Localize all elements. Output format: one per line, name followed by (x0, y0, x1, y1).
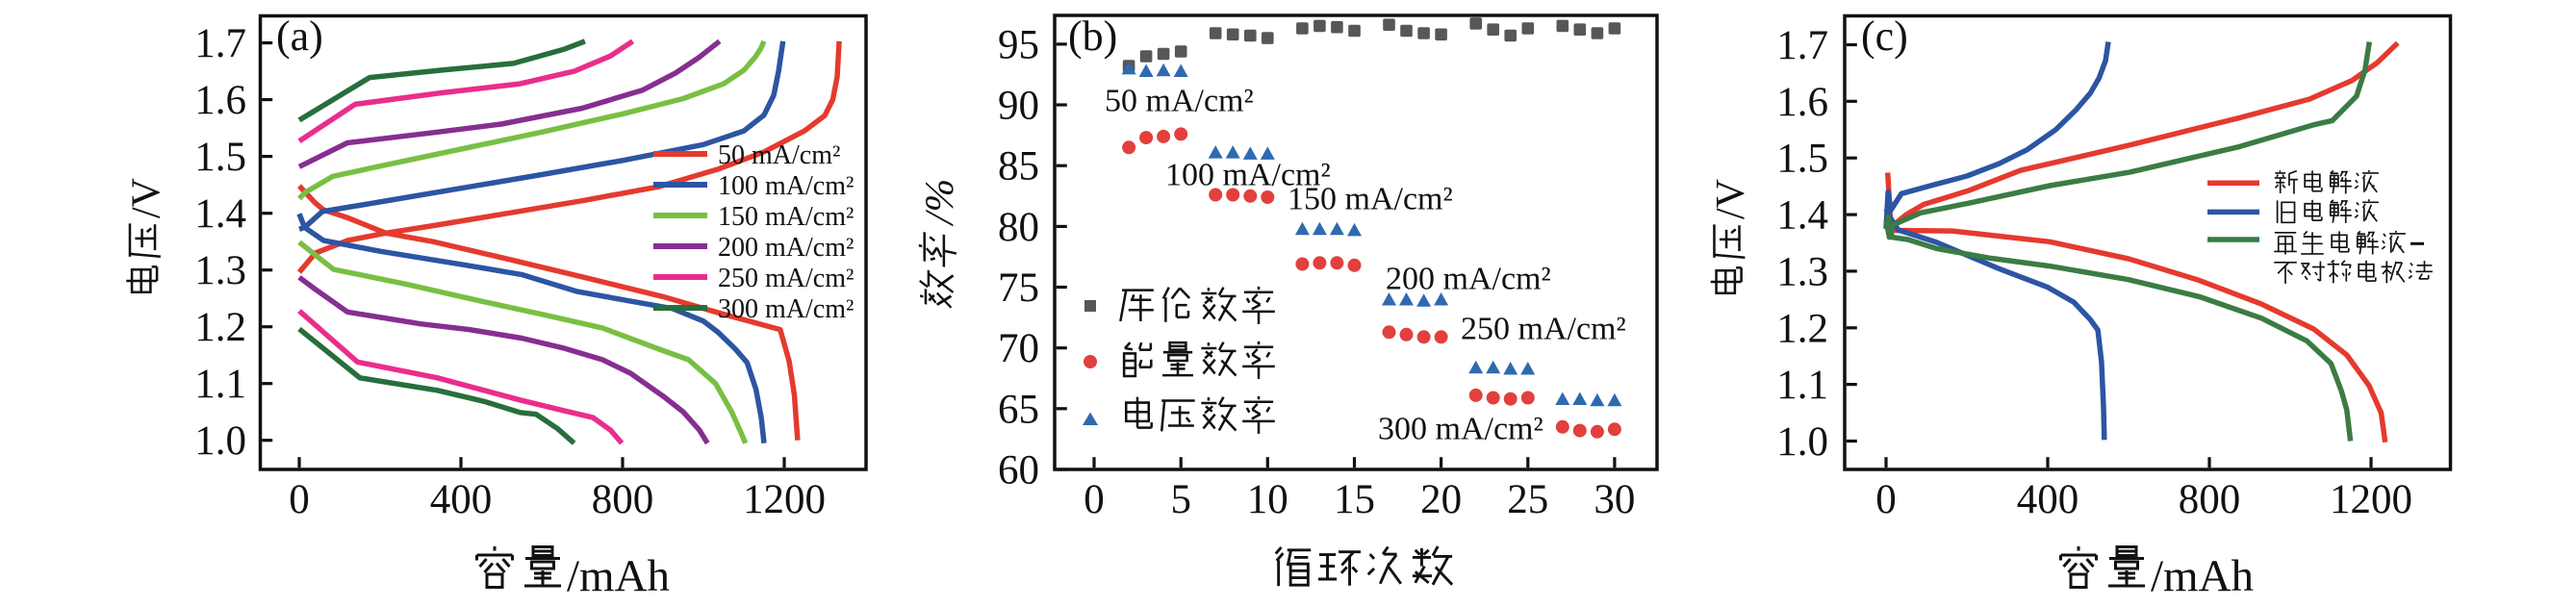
svg-text:0: 0 (289, 477, 310, 522)
svg-text:200 mA/cm²: 200 mA/cm² (718, 233, 854, 263)
svg-text:95: 95 (998, 22, 1039, 67)
svg-text:1.7: 1.7 (194, 21, 246, 66)
svg-text:60: 60 (998, 448, 1039, 493)
svg-text:300 mA/cm²: 300 mA/cm² (718, 294, 854, 324)
svg-text:/V: /V (125, 178, 169, 218)
svg-text:50 mA/cm²: 50 mA/cm² (1105, 84, 1254, 119)
svg-text:400: 400 (2017, 477, 2079, 522)
svg-text:1.5: 1.5 (1776, 137, 1828, 182)
svg-text:250 mA/cm²: 250 mA/cm² (1461, 312, 1626, 347)
svg-text:80: 80 (998, 205, 1039, 250)
svg-text:100 mA/cm²: 100 mA/cm² (1165, 158, 1331, 193)
svg-text:50 mA/cm²: 50 mA/cm² (718, 140, 840, 170)
svg-text:1.4: 1.4 (194, 191, 246, 237)
svg-text:75: 75 (998, 266, 1039, 311)
svg-text:1.0: 1.0 (1776, 419, 1828, 465)
svg-text:1.3: 1.3 (1776, 249, 1828, 294)
svg-text:25: 25 (1507, 477, 1548, 522)
svg-text:85: 85 (998, 144, 1039, 190)
svg-text:0: 0 (1084, 477, 1105, 522)
svg-text:1.3: 1.3 (194, 248, 246, 293)
svg-text:150 mA/cm²: 150 mA/cm² (718, 202, 854, 232)
svg-text:/mAh: /mAh (567, 551, 670, 601)
svg-text:200 mA/cm²: 200 mA/cm² (1386, 262, 1551, 297)
svg-text:1.2: 1.2 (194, 305, 246, 350)
svg-text:15: 15 (1334, 477, 1375, 522)
svg-text:/%: /% (917, 174, 961, 229)
svg-text:(a): (a) (276, 13, 323, 60)
svg-text:20: 20 (1420, 477, 1462, 522)
svg-text:5: 5 (1170, 477, 1191, 522)
svg-text:1200: 1200 (2330, 477, 2412, 522)
svg-text:30: 30 (1594, 477, 1635, 522)
svg-text:400: 400 (430, 477, 493, 522)
svg-text:70: 70 (998, 326, 1039, 371)
svg-text:1.0: 1.0 (194, 418, 246, 464)
svg-text:800: 800 (2179, 477, 2241, 522)
svg-text:250 mA/cm²: 250 mA/cm² (718, 264, 854, 293)
svg-text:1200: 1200 (743, 477, 826, 522)
svg-text:1.4: 1.4 (1776, 193, 1828, 239)
svg-text:1.6: 1.6 (194, 78, 246, 123)
svg-text:10: 10 (1247, 477, 1288, 522)
svg-text:1.2: 1.2 (1776, 306, 1828, 351)
svg-text:65: 65 (998, 387, 1039, 432)
svg-text:1.7: 1.7 (1776, 23, 1828, 68)
svg-text:1.5: 1.5 (194, 135, 246, 180)
svg-text:300 mA/cm²: 300 mA/cm² (1378, 412, 1543, 447)
svg-text:/V: /V (1709, 179, 1753, 219)
svg-text:800: 800 (592, 477, 654, 522)
svg-text:1.1: 1.1 (1776, 363, 1828, 408)
svg-text:150 mA/cm²: 150 mA/cm² (1288, 182, 1453, 217)
svg-text:100 mA/cm²: 100 mA/cm² (718, 171, 854, 201)
svg-text:(b): (b) (1068, 13, 1117, 60)
svg-text:1.1: 1.1 (194, 362, 246, 407)
svg-text:90: 90 (998, 84, 1039, 129)
svg-text:1.6: 1.6 (1776, 80, 1828, 125)
svg-text:/mAh: /mAh (2151, 551, 2254, 601)
svg-text:0: 0 (1875, 477, 1897, 522)
svg-text:(c): (c) (1861, 13, 1908, 60)
